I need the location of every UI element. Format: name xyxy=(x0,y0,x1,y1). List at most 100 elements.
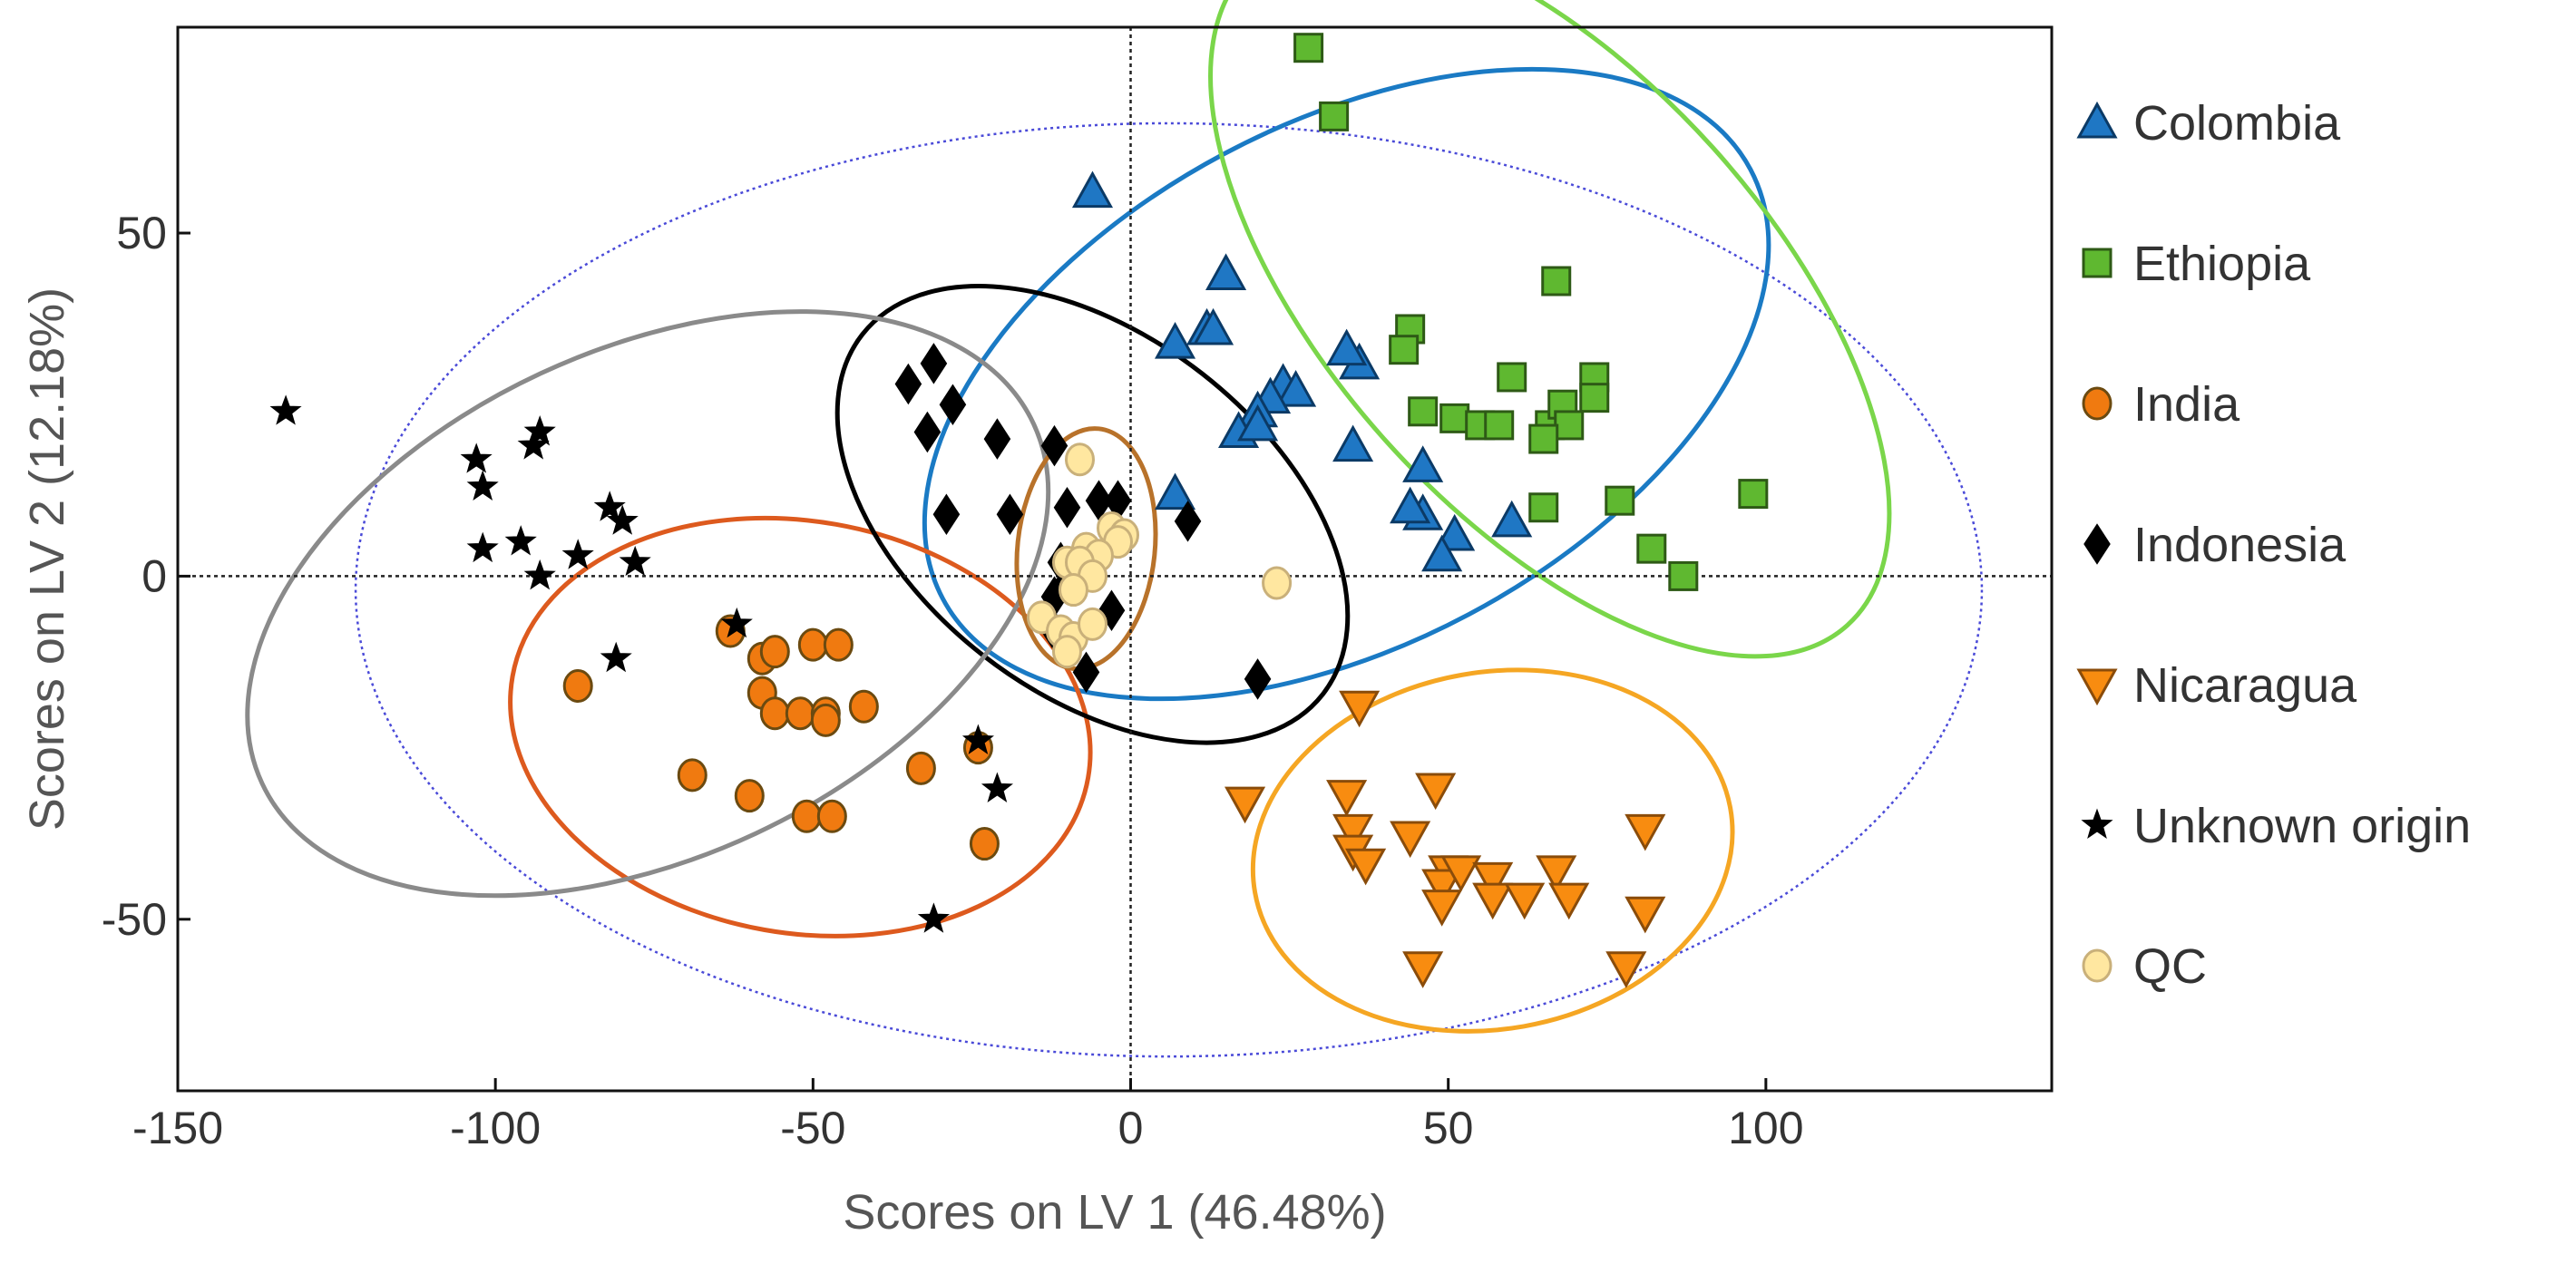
point-indonesia xyxy=(1053,486,1081,529)
point-nicaragua xyxy=(1625,896,1666,934)
point-indonesia xyxy=(1174,501,1202,542)
point-nicaragua xyxy=(1326,780,1368,817)
point-nicaragua xyxy=(1390,821,1431,859)
point-ethiopia xyxy=(1668,560,1699,591)
points-layer xyxy=(269,33,1769,988)
point-qc xyxy=(1064,442,1095,477)
y-tick-label: -50 xyxy=(102,894,167,945)
point-qc xyxy=(1262,566,1293,600)
point-unknown-origin xyxy=(917,902,950,933)
legend-marker-ethiopia xyxy=(2082,248,2113,278)
series-qc xyxy=(1026,442,1293,669)
confidence-ellipse xyxy=(354,122,1984,1058)
point-unknown-origin xyxy=(593,491,626,521)
legend-item-unknown-origin: Unknown origin xyxy=(2081,799,2471,853)
point-indonesia xyxy=(1085,480,1113,521)
point-ethiopia xyxy=(1408,396,1439,427)
point-colombia xyxy=(1390,486,1431,524)
point-unknown-origin xyxy=(523,559,556,590)
point-ethiopia xyxy=(1579,383,1610,413)
point-ethiopia xyxy=(1541,266,1572,297)
point-india xyxy=(797,627,828,662)
point-colombia xyxy=(1402,445,1444,482)
point-india xyxy=(848,689,879,724)
point-ethiopia xyxy=(1554,410,1585,441)
point-indonesia xyxy=(920,343,948,384)
point-unknown-origin xyxy=(504,525,537,556)
point-nicaragua xyxy=(1440,855,1482,892)
ellipse-qc xyxy=(1014,426,1158,672)
point-unknown-origin xyxy=(523,415,556,446)
series-unknown-origin xyxy=(269,394,1013,933)
point-colombia xyxy=(1491,500,1533,538)
point-indonesia xyxy=(932,493,961,536)
point-indonesia xyxy=(913,411,942,453)
point-india xyxy=(969,827,1000,861)
point-unknown-origin xyxy=(466,531,499,563)
legend-label-nicaragua: Nicaragua xyxy=(2133,658,2357,713)
point-qc xyxy=(1051,635,1082,669)
point-unknown-origin xyxy=(517,429,550,460)
point-indonesia xyxy=(1040,424,1068,467)
point-ethiopia xyxy=(1636,533,1667,564)
point-colombia xyxy=(1326,328,1368,366)
point-ethiopia xyxy=(1319,101,1350,131)
point-ethiopia xyxy=(1293,33,1324,63)
y-tick-label: 50 xyxy=(116,208,167,258)
point-unknown-origin xyxy=(561,539,594,569)
series-ethiopia xyxy=(1293,33,1769,591)
legend-item-qc: QC xyxy=(2082,939,2207,994)
point-colombia xyxy=(1237,404,1279,442)
point-colombia xyxy=(1071,170,1114,209)
point-colombia xyxy=(1421,534,1463,572)
legend-label-qc: QC xyxy=(2133,939,2207,994)
point-unknown-origin xyxy=(600,641,632,673)
point-nicaragua xyxy=(1548,882,1590,920)
point-ethiopia xyxy=(1528,423,1559,454)
point-india xyxy=(677,758,707,792)
point-nicaragua xyxy=(1472,882,1514,920)
legend-marker-colombia xyxy=(2076,101,2118,139)
point-colombia xyxy=(1154,472,1196,510)
ellipse-nicaragua xyxy=(1250,667,1735,1034)
x-tick-label: 0 xyxy=(1118,1103,1144,1153)
point-india xyxy=(562,669,593,704)
point-nicaragua xyxy=(1421,890,1463,927)
point-indonesia xyxy=(996,493,1024,536)
ellipse-india xyxy=(508,515,1093,938)
point-india xyxy=(759,635,790,669)
ellipse-indonesia xyxy=(834,284,1351,745)
y-axis-label: Scores on LV 2 (12.18%) xyxy=(20,287,74,831)
point-unknown-origin xyxy=(269,394,302,425)
point-india xyxy=(759,696,790,731)
point-ethiopia xyxy=(1605,485,1635,516)
point-nicaragua xyxy=(1625,813,1666,851)
y-tick-label: 0 xyxy=(141,550,167,601)
point-nicaragua xyxy=(1605,951,1647,988)
point-india xyxy=(816,799,847,833)
legend: Colombia Ethiopia India Indonesia Nicaragua U… xyxy=(2076,96,2471,994)
point-indonesia xyxy=(1072,651,1100,694)
x-tick-label: 100 xyxy=(1728,1103,1803,1153)
ellipse-unknown-origin xyxy=(245,309,1051,899)
series-indonesia xyxy=(894,343,1272,700)
point-ethiopia xyxy=(1484,410,1515,441)
point-nicaragua xyxy=(1421,869,1463,907)
point-colombia xyxy=(1154,322,1196,359)
point-unknown-origin xyxy=(460,442,493,473)
point-nicaragua xyxy=(1345,848,1387,886)
point-colombia xyxy=(1332,424,1374,462)
plot-frame xyxy=(176,25,2054,1093)
legend-marker-indonesia xyxy=(2083,523,2111,565)
point-nicaragua xyxy=(1402,951,1444,988)
legend-marker-nicaragua xyxy=(2076,668,2118,706)
point-colombia xyxy=(1205,253,1247,290)
point-ethiopia xyxy=(1389,335,1420,365)
ellipses-layer xyxy=(245,0,1984,1058)
legend-label-ethiopia: Ethiopia xyxy=(2133,237,2311,291)
series-colombia xyxy=(1071,170,1533,572)
point-colombia xyxy=(1275,370,1317,407)
point-unknown-origin xyxy=(961,724,994,754)
point-colombia xyxy=(1193,307,1234,345)
legend-marker-india xyxy=(2082,386,2113,421)
